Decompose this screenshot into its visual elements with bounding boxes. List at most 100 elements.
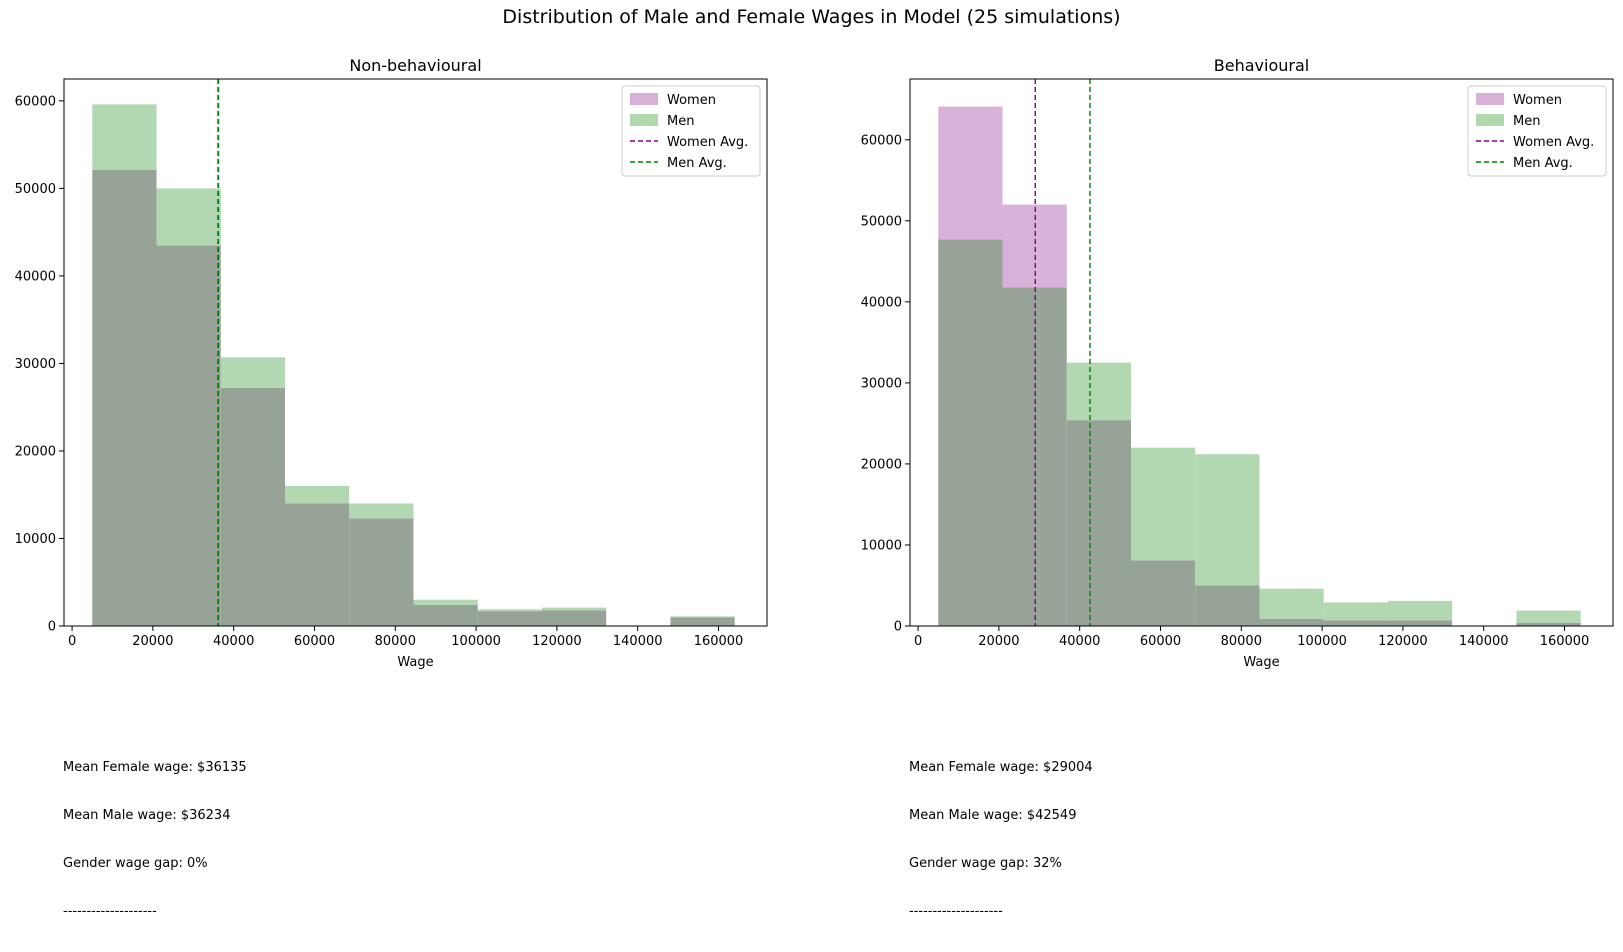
y-tick-label: 60000: [15, 94, 56, 109]
x-tick-label: 0: [68, 634, 76, 649]
x-tick-label: 20000: [978, 634, 1019, 649]
legend-box: [621, 85, 761, 177]
x-tick-label: 40000: [1059, 634, 1100, 649]
bar-overlap: [349, 518, 414, 626]
legend-label: Women: [1513, 93, 1562, 108]
x-tick-label: 80000: [375, 634, 416, 649]
bar-women: [938, 106, 1003, 240]
bar-overlap: [92, 170, 157, 626]
bar-men: [285, 485, 350, 504]
stats-line: Mean Male wage: $36234: [63, 808, 231, 823]
y-tick-label: 50000: [861, 214, 902, 229]
bar-men: [1131, 447, 1196, 561]
bar-overlap: [220, 387, 286, 626]
chart-panel-1: Non-behavioural 0 20000 40000 60000 80000 1000…: [15, 56, 768, 670]
stats-line: --------------------: [63, 904, 157, 919]
bar-overlap: [1259, 618, 1324, 626]
stats-panel-left: Mean Female wage: $36135 Mean Male wage:…: [63, 728, 247, 952]
y-tick-label: 0: [48, 620, 56, 635]
y-tick-label: 20000: [861, 457, 902, 472]
bar-men: [1387, 600, 1453, 621]
bar-overlap: [1323, 620, 1388, 626]
axes-frame: [63, 78, 768, 627]
bar-men: [670, 616, 735, 618]
bar-men: [1516, 610, 1581, 623]
legend-label: Women Avg.: [667, 135, 748, 150]
axes-frame: [909, 78, 1614, 627]
x-tick-label: 100000: [1297, 634, 1347, 649]
bar-overlap: [670, 617, 735, 626]
bar-overlap: [938, 239, 1003, 626]
legend-label: Men: [667, 114, 694, 129]
stats-line: Gender wage gap: 0%: [63, 856, 208, 871]
bar-men: [477, 609, 542, 612]
bar-men: [1066, 362, 1132, 421]
y-tick-label: 10000: [861, 538, 902, 553]
bar-men: [1323, 602, 1388, 621]
legend-swatch: [630, 114, 658, 126]
x-tick-label: 160000: [1540, 634, 1590, 649]
bar-overlap: [477, 611, 542, 626]
x-tick-label: 140000: [1459, 634, 1509, 649]
legend: Women Men Women Avg. Men Avg.: [1467, 85, 1607, 177]
y-tick-label: 10000: [15, 532, 56, 547]
stats-line: Gender wage gap: 32%: [909, 856, 1062, 871]
legend-box: [1467, 85, 1607, 177]
y-tick-label: 20000: [15, 444, 56, 459]
chart-title: Non-behavioural: [349, 56, 481, 75]
chart-title: Behavioural: [1214, 56, 1309, 75]
x-tick-label: 140000: [613, 634, 663, 649]
bar-overlap: [1195, 585, 1260, 626]
y-tick-label: 40000: [861, 295, 902, 310]
bar-men: [1195, 454, 1260, 586]
bar-overlap: [1387, 620, 1453, 626]
bar-overlap: [541, 610, 607, 626]
bar-overlap: [1131, 560, 1196, 626]
bar-men: [413, 599, 478, 605]
figure-title: Distribution of Male and Female Wages in…: [502, 6, 1121, 28]
bar-overlap: [285, 503, 350, 626]
bar-men: [220, 357, 286, 388]
y-tick-label: 30000: [861, 376, 902, 391]
legend-swatch: [1476, 93, 1504, 105]
stats-line: --------------------: [909, 904, 1003, 919]
bar-overlap: [156, 245, 221, 626]
x-tick-label: 160000: [694, 634, 744, 649]
x-tick-label: 120000: [532, 634, 582, 649]
legend: Women Men Women Avg. Men Avg.: [621, 85, 761, 177]
bar-overlap: [1066, 420, 1132, 626]
x-axis-label: Wage: [397, 655, 433, 670]
x-tick-label: 120000: [1378, 634, 1428, 649]
x-tick-label: 80000: [1221, 634, 1262, 649]
x-tick-label: 0: [914, 634, 922, 649]
bar-men: [541, 607, 607, 611]
y-tick-label: 50000: [15, 182, 56, 197]
stats-line: Mean Female wage: $36135: [63, 760, 247, 775]
x-tick-label: 60000: [1140, 634, 1181, 649]
charts-canvas: Non-behavioural 0 20000 40000 60000 80000 1000…: [15, 56, 1614, 670]
bar-men: [156, 188, 221, 246]
legend-label: Men Avg.: [1513, 156, 1573, 171]
bar-men: [92, 104, 157, 171]
y-tick-label: 60000: [861, 133, 902, 148]
y-tick-label: 40000: [15, 269, 56, 284]
stats-line: Mean Male wage: $42549: [909, 808, 1077, 823]
figure: Distribution of Male and Female Wages in…: [15, 6, 1614, 919]
x-tick-label: 100000: [451, 634, 501, 649]
legend-swatch: [630, 93, 658, 105]
y-tick-label: 30000: [15, 357, 56, 372]
bar-men: [349, 503, 414, 519]
legend-label: Women: [667, 93, 716, 108]
x-tick-label: 60000: [294, 634, 335, 649]
legend-label: Men: [1513, 114, 1540, 129]
bar-men: [1259, 588, 1324, 619]
x-tick-label: 40000: [213, 634, 254, 649]
x-axis-label: Wage: [1243, 655, 1279, 670]
legend-label: Men Avg.: [667, 156, 727, 171]
legend-swatch: [1476, 114, 1504, 126]
y-tick-label: 0: [894, 620, 902, 635]
legend-label: Women Avg.: [1513, 135, 1594, 150]
x-tick-label: 20000: [132, 634, 173, 649]
bar-overlap: [413, 604, 478, 626]
